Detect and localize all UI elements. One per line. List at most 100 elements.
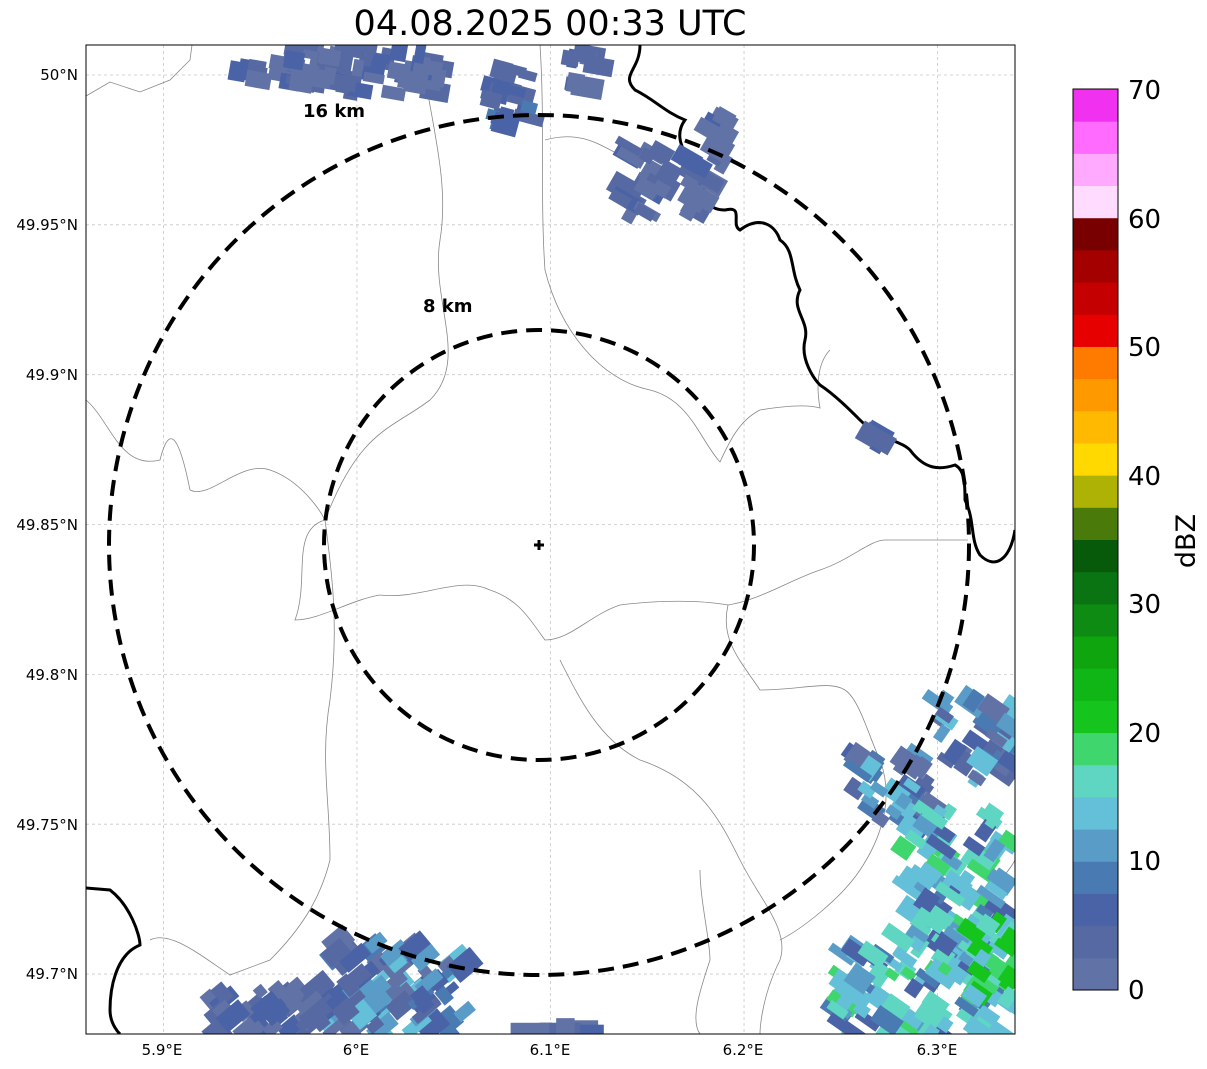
echo-cell [479,89,503,110]
echo-cell [614,135,643,157]
echo-cell [402,70,429,95]
echo-cell [827,942,857,966]
echo-cell [565,71,586,94]
echo-cell [921,990,950,1017]
colorbar-level [1073,893,1118,927]
colorbar-level [1073,861,1118,894]
echo-cell [520,99,539,115]
colorbar-tick-label: 20 [1128,719,1161,749]
echo-cell [210,981,234,1006]
echo-cell [983,838,1006,863]
echo-cell [366,1011,399,1034]
lat-tick-label: 50°N [40,66,78,84]
echo-cell [984,813,1000,830]
echo-cell [937,961,953,976]
echo-cell [966,960,992,984]
echo-cell [336,973,360,998]
echo-cell [212,999,233,1020]
colorbar-level [1073,314,1118,347]
echo-cell [277,983,304,1010]
echo-cell [362,71,385,85]
colorbar-level [1073,571,1118,605]
echo-cell [252,983,268,999]
echo-cell [909,906,934,933]
colorbar-tick-label: 10 [1128,847,1161,877]
colorbar-level [1073,89,1118,122]
echo-cell [984,880,1008,900]
echo-cell [921,806,949,830]
echo-cell [331,997,360,1026]
echo-cell [339,942,371,973]
echo-cell [437,955,458,975]
lat-tick-label: 49.75°N [16,816,78,834]
echo-cell [500,83,527,99]
echo-cell [1000,926,1015,952]
echo-cell [299,969,335,1004]
echo-cell [912,812,944,842]
colorbar-level [1073,153,1118,187]
echo-cell [434,985,454,1006]
colorbar-level [1073,442,1118,476]
ring-label-16km: 16 km [303,101,365,122]
echo-cell [924,853,951,877]
echo-cell [288,68,315,94]
echo-cell [250,990,285,1024]
echo-cell [389,45,409,63]
echo-cell [446,946,484,983]
map-title: 04.08.2025 00:33 UTC [353,4,747,44]
echo-cell [966,745,999,777]
echo-cell [355,45,378,55]
echo-cell [238,1016,276,1034]
echo-cell [967,769,987,787]
echo-cell [860,792,880,809]
echo-cell [870,1004,904,1034]
echo-cell [853,1002,870,1018]
lon-tick-label: 6.3°E [917,1041,958,1059]
echo-cell [962,688,985,713]
echo-cell [320,937,352,968]
echo-cell [934,881,966,907]
colorbar-level [1073,539,1118,573]
echo-cell [961,983,988,1008]
lat-tick-label: 49.9°N [26,366,78,384]
echo-cell [857,780,877,799]
echo-cell [942,738,968,766]
echo-cell [993,937,1015,957]
echo-cell [215,999,251,1033]
echo-cell [679,174,699,192]
gridlines [86,45,1015,1034]
echo-cell [936,751,956,769]
echo-cell [891,874,916,896]
colorbar-tick-label: 50 [1128,333,1161,363]
echo-cell [924,958,960,990]
echo-cell [898,1020,929,1034]
colorbar-level [1073,410,1118,444]
echo-cell [216,1023,234,1034]
echo-cell [298,997,333,1031]
echo-cell [935,706,954,724]
echo-cell [322,66,337,86]
echo-cell [283,50,306,71]
echo-cell [857,940,889,969]
echo-cell [232,1016,259,1034]
echo-cell [317,47,342,67]
colorbar-level [1073,668,1118,701]
map-frame [85,44,1016,1035]
echo-cell [900,966,917,982]
colorbar-level [1073,217,1118,251]
echo-cell [923,1023,940,1034]
lat-tick-label: 49.85°N [16,516,78,534]
echo-cell [895,813,928,844]
echo-cell [380,84,407,102]
colorbar-level [1073,636,1118,669]
echo-cell [556,1018,575,1034]
echo-cell [904,924,930,947]
echo-cell [262,1018,284,1034]
echo-cell [496,106,515,129]
echo-cell [932,1024,957,1034]
echo-cell [914,776,935,794]
echo-cell [885,804,902,820]
echo-cell [913,887,941,916]
colorbar-level [1073,925,1118,959]
